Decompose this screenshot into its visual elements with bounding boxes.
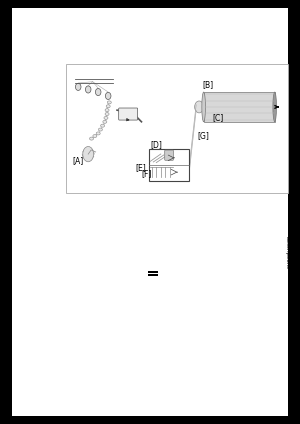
FancyBboxPatch shape (165, 150, 173, 160)
Bar (204, 92, 275, 122)
Ellipse shape (89, 137, 94, 140)
Ellipse shape (105, 112, 109, 116)
Ellipse shape (107, 101, 111, 104)
Text: [E]: [E] (135, 163, 146, 172)
Ellipse shape (103, 120, 107, 123)
Text: [G]: [G] (198, 131, 209, 141)
Ellipse shape (195, 101, 204, 113)
Ellipse shape (106, 105, 110, 108)
Ellipse shape (105, 92, 111, 100)
Ellipse shape (95, 89, 101, 95)
Ellipse shape (75, 84, 81, 90)
Ellipse shape (96, 132, 100, 135)
Text: [D]: [D] (150, 140, 162, 149)
Ellipse shape (105, 109, 109, 112)
FancyArrowPatch shape (126, 119, 129, 121)
Bar (66, 64, 288, 193)
Bar (148, 274, 158, 276)
Text: [C]: [C] (213, 114, 224, 123)
Text: [B]: [B] (202, 80, 213, 89)
Ellipse shape (202, 92, 206, 122)
Circle shape (83, 146, 94, 162)
Ellipse shape (104, 117, 108, 120)
FancyBboxPatch shape (119, 108, 138, 120)
Bar (149, 149, 189, 181)
Ellipse shape (273, 92, 277, 122)
Bar (148, 271, 158, 273)
Text: [F]: [F] (141, 169, 152, 178)
Ellipse shape (85, 86, 91, 93)
Ellipse shape (93, 134, 97, 137)
FancyArrowPatch shape (275, 106, 278, 108)
Ellipse shape (98, 128, 102, 131)
Text: [A]: [A] (73, 156, 84, 165)
Ellipse shape (100, 124, 105, 127)
Text: Detailed
Descriptions: Detailed Descriptions (284, 236, 295, 269)
